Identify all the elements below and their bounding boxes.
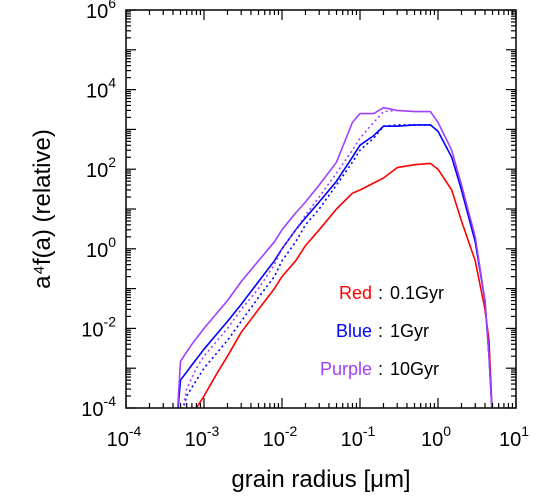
legend-label-2: Purple	[320, 359, 372, 379]
series-line-4	[182, 109, 398, 408]
tick-layer: 10-4 10-3 10-2 10-1 100 101 10-4 10-2 100 102 104 1…	[81, 0, 529, 451]
legend-separator-1: :	[378, 321, 383, 341]
y-axis-title: a⁴f(a) (relative)	[29, 129, 56, 289]
y-tick-label: 106	[86, 0, 116, 23]
x-tick-label: 10-3	[185, 423, 220, 451]
series-line-0	[195, 162, 493, 408]
x-tick-label: 10-1	[341, 423, 376, 451]
x-tick-label: 10-4	[107, 423, 142, 451]
y-tick-label: 102	[86, 154, 116, 182]
x-tick-label: 100	[421, 423, 451, 451]
x-tick-label: 10-2	[263, 423, 298, 451]
legend-value-1: 1Gyr	[390, 321, 429, 341]
y-tick-label: 104	[86, 75, 116, 103]
x-axis-title: grain radius [μm]	[231, 466, 410, 493]
y-tick-label: 100	[86, 234, 116, 262]
y-tick-label: 10-4	[81, 393, 116, 421]
series-layer	[176, 106, 493, 408]
y-tick-label: 10-2	[81, 313, 116, 341]
series-line-1	[177, 124, 493, 408]
legend-separator-0: :	[378, 283, 383, 303]
x-tick-label: 101	[499, 423, 529, 451]
series-line-3	[176, 106, 493, 408]
legend-label-1: Blue	[336, 321, 372, 341]
legend-label-0: Red	[339, 283, 372, 303]
legend-value-2: 10Gyr	[390, 359, 439, 379]
legend-separator-2: :	[378, 359, 383, 379]
legend-value-0: 0.1Gyr	[390, 283, 444, 303]
